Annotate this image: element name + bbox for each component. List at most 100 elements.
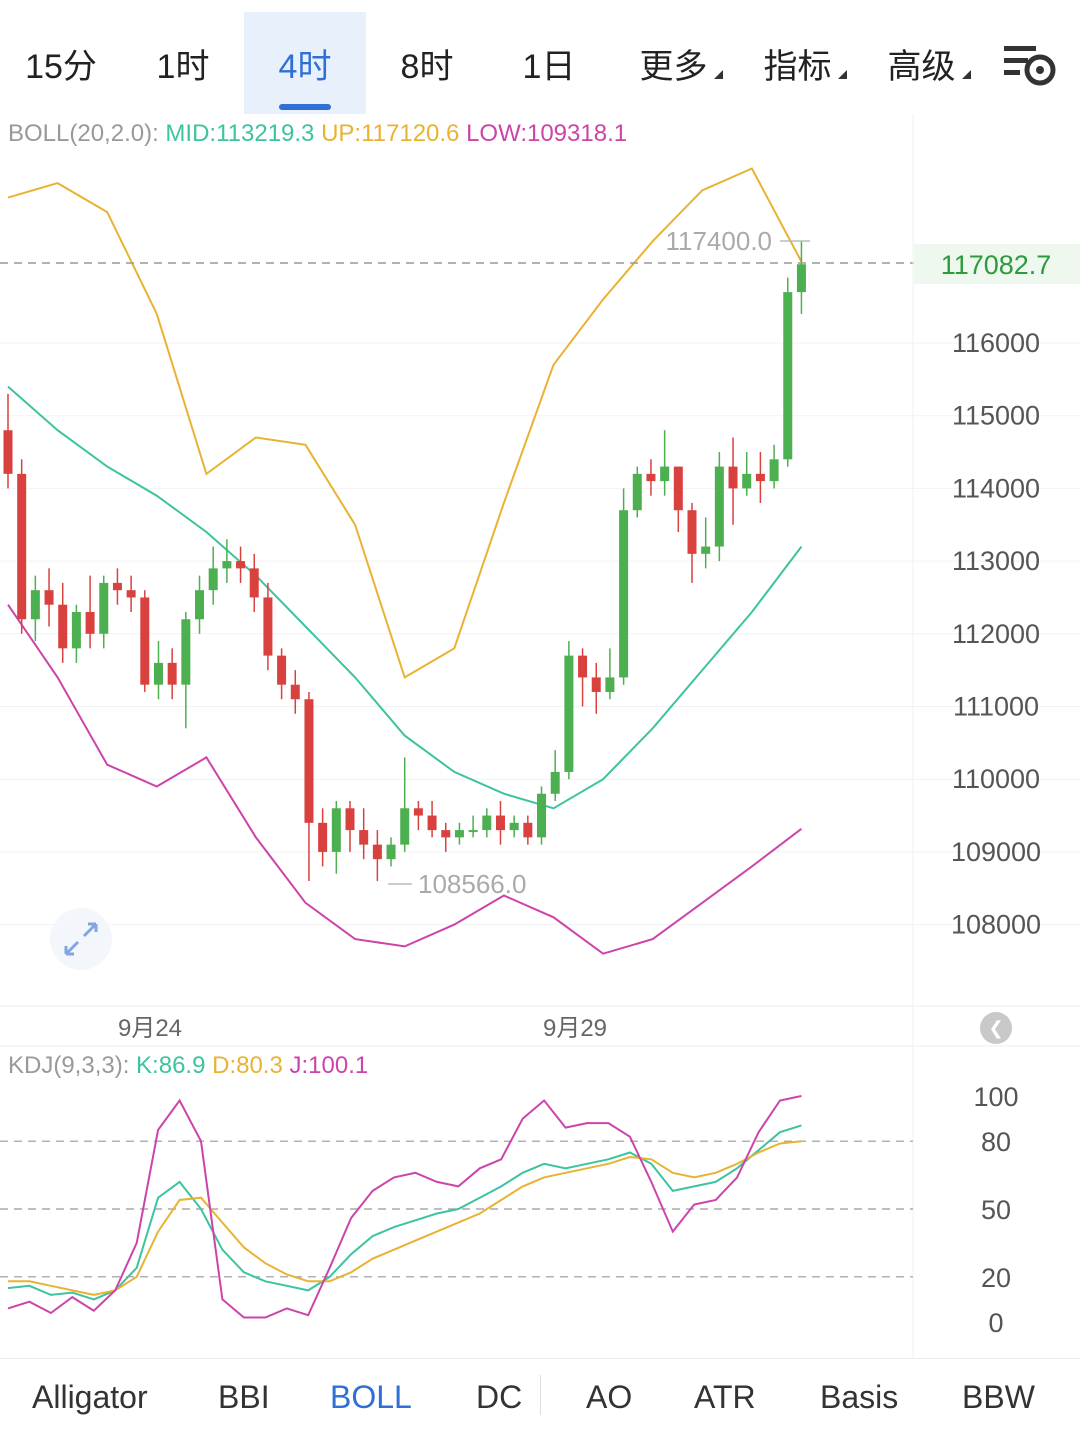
tab-1d[interactable]: 1日: [488, 12, 610, 114]
price-axis-label: 110000: [952, 764, 1040, 794]
advanced-dropdown[interactable]: 高级: [868, 12, 990, 114]
candle-body: [755, 473, 765, 482]
candle-body: [359, 830, 369, 845]
candle-body: [249, 568, 259, 598]
boll-legend-mid: MID:113219.3: [165, 120, 315, 147]
tab-15m[interactable]: 15分: [0, 12, 122, 114]
candle-body: [728, 466, 738, 489]
candle-body: [3, 430, 13, 474]
middle-band-line: [7, 385, 803, 810]
candle-body: [687, 510, 697, 554]
lower-band-line: [7, 604, 803, 955]
price-axis: 116000 115000 114000 113000 112000 111000 1100…: [951, 328, 1041, 940]
candle-body: [701, 546, 711, 554]
candle-body: [413, 808, 423, 816]
kdj-k-line: [7, 1124, 802, 1301]
indicator-tab-basis[interactable]: Basis: [820, 1379, 899, 1415]
candle-body: [441, 830, 451, 838]
upper-band-line: [7, 167, 803, 679]
price-axis-label: 115000: [952, 401, 1040, 431]
candle-body: [454, 830, 464, 838]
date-label-1: 9月24: [118, 1015, 182, 1042]
indicator-tab-dc[interactable]: DC: [476, 1379, 523, 1415]
kdj-axis-label: 80: [981, 1127, 1011, 1157]
indicator-tab-boll[interactable]: BOLL: [330, 1379, 412, 1415]
tab-label: 4时: [278, 47, 332, 86]
more-dropdown[interactable]: 更多: [620, 12, 742, 114]
candle-body: [605, 677, 615, 692]
kdj-axis-label: 20: [981, 1263, 1011, 1293]
tab-1h[interactable]: 1时: [122, 12, 244, 114]
expand-chart-button[interactable]: [50, 908, 112, 970]
active-tab-underline: [279, 104, 331, 110]
price-axis-label: 112000: [952, 619, 1040, 649]
kdj-d-line: [8, 1140, 802, 1296]
lower-band: [7, 604, 803, 955]
candle-body: [769, 459, 779, 482]
kdj-axis: 100 80 50 20 0: [973, 1082, 1018, 1338]
candle-body: [71, 611, 81, 649]
candle-body: [468, 830, 478, 833]
kdj-axis-label: 100: [973, 1082, 1018, 1112]
tab-label: 15分: [25, 47, 97, 86]
candle-body: [646, 473, 656, 482]
boll-legend-low: LOW:109318.1: [466, 120, 628, 147]
kdj-legend: KDJ(9,3,3): K:86.9 D:80.3 J:100.1: [8, 1052, 368, 1080]
candle-body: [112, 582, 122, 591]
indicator-tab-atr[interactable]: ATR: [694, 1379, 756, 1415]
candle-body: [386, 844, 396, 860]
indicator-tab-bbw[interactable]: BBW: [962, 1379, 1035, 1415]
candle-body: [372, 844, 382, 860]
indicator-dropdown[interactable]: 指标: [744, 12, 866, 114]
candle-body: [277, 655, 287, 685]
candle-body: [17, 473, 27, 620]
price-axis-label: 111000: [953, 692, 1039, 722]
kdj-lines: [7, 1095, 802, 1319]
expand-icon: [64, 922, 98, 956]
tab-4h[interactable]: 4时: [244, 12, 366, 114]
indicator-tab-alligator[interactable]: Alligator: [32, 1379, 148, 1415]
candle-body: [632, 473, 642, 511]
price-axis-label: 108000: [951, 910, 1041, 940]
kdj-axis-label: 0: [988, 1308, 1003, 1338]
middle-band: [7, 385, 803, 810]
candle-body: [140, 597, 150, 685]
caret-icon: [961, 69, 971, 79]
candle-body: [85, 611, 95, 634]
price-axis-label: 114000: [952, 473, 1040, 503]
candle-body: [742, 473, 752, 489]
candle-body: [564, 655, 574, 772]
chart-settings-icon[interactable]: [1002, 40, 1058, 90]
candle-body: [550, 771, 560, 794]
tab-label: 指标: [763, 47, 832, 86]
upper-band: [7, 167, 803, 679]
kdj-j-line: [7, 1095, 802, 1319]
indicator-tab-bbi[interactable]: BBI: [218, 1379, 270, 1415]
candle-body: [167, 662, 177, 685]
candle-body: [523, 822, 533, 838]
candle-body: [400, 808, 410, 845]
candle-body: [482, 815, 492, 831]
low-marker-label: 108566.0: [418, 869, 526, 899]
candle-body: [673, 466, 683, 511]
candle-body: [660, 466, 670, 482]
boll-legend: BOLL(20,2.0): MID:113219.3 UP:117120.6 L…: [8, 120, 627, 148]
indicator-tab-ao[interactable]: AO: [586, 1379, 633, 1415]
tab-8h[interactable]: 8时: [366, 12, 488, 114]
candle-body: [30, 590, 40, 620]
timeframe-bar: 15分 1时 4时 8时 1日 更多 指标 高级: [0, 0, 1080, 114]
caret-icon: [837, 69, 847, 79]
caret-icon: [713, 69, 723, 79]
candle-body: [591, 677, 601, 692]
kdj-legend-d: D:80.3: [212, 1052, 283, 1079]
candle-body: [126, 590, 136, 598]
price-chart[interactable]: 116000 115000 114000 113000 112000 111000 1100…: [0, 0, 1080, 1358]
candle-body: [345, 808, 355, 831]
tab-label: 1时: [156, 47, 210, 86]
tab-label: 更多: [639, 47, 708, 86]
candle-body: [195, 590, 205, 620]
candle-body: [318, 822, 328, 852]
kdj-grid: [0, 1140, 913, 1278]
scroll-to-latest-button[interactable]: ❮: [980, 1012, 1012, 1044]
tab-label: 1日: [522, 47, 576, 86]
